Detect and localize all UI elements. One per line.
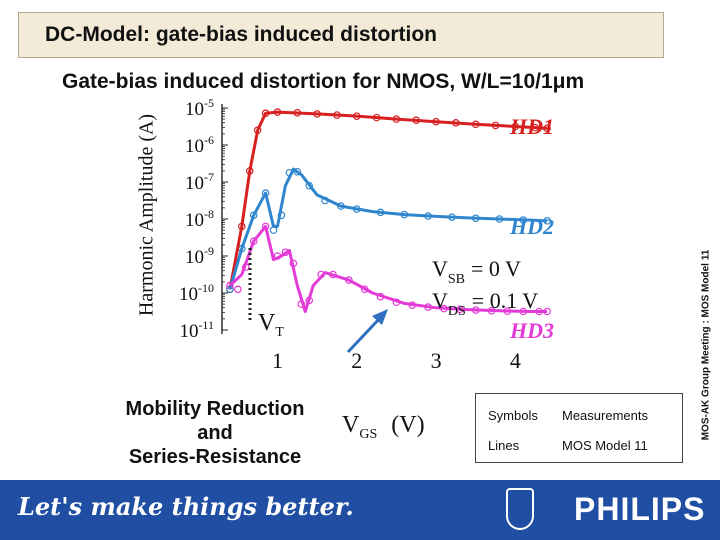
y-tick-label-1: 10-6 <box>185 133 214 157</box>
header-banner: DC-Model: gate-bias induced distortion <box>18 12 664 58</box>
measurement-point-hd2 <box>293 167 302 176</box>
mobility-annotation: Mobility Reduction and Series-Resistance <box>86 397 344 469</box>
legend-lines-label: Lines <box>488 438 520 453</box>
x-tick-label-4: 4 <box>510 348 521 373</box>
legend-row-lines: Lines MOS Model 11 <box>488 438 648 453</box>
series-line-hd3 <box>228 224 548 313</box>
y-tick-label-5: 10-10 <box>179 281 214 305</box>
legend-symbols-label: Symbols <box>488 408 538 423</box>
series-label-hd2: HD2 <box>509 214 554 239</box>
legend-box: Symbols Measurements Lines MOS Model 11 <box>475 393 683 463</box>
y-tick-label-4: 10-9 <box>185 244 214 268</box>
x-tick-label-1: 1 <box>272 348 283 373</box>
mobility-line-3: Series-Resistance <box>128 446 302 468</box>
chart-title: Gate-bias induced distortion for NMOS, W… <box>62 70 585 93</box>
x-axis-unit: (V) <box>391 412 425 438</box>
series-label-hd3: HD3 <box>509 318 554 343</box>
mobility-line-2: and <box>197 422 233 444</box>
legend-row-symbols: Symbols Measurements <box>488 408 648 423</box>
y-tick-label-0: 10-5 <box>185 96 214 120</box>
x-axis-label: VGS (V) <box>342 412 425 443</box>
measurement-point-hd3 <box>234 285 242 294</box>
legend-lines-value: MOS Model 11 <box>562 438 648 453</box>
x-axis-label-sub: GS <box>359 426 378 442</box>
chart-plot: 10-5 10-6 10-7 10-8 10-9 10-10 10-11 1 2 3 4 HD1 HD2… <box>179 96 554 373</box>
x-tick-label-2: 2 <box>351 348 362 373</box>
series-line-hd1 <box>228 110 548 290</box>
series-label-hd1: HD1 <box>509 114 554 139</box>
footer-bar: Let's make things better. PHILIPS <box>0 480 720 540</box>
x-tick-label-3: 3 <box>431 348 442 373</box>
x-axis-label-main: V <box>342 412 360 438</box>
philips-shield-icon <box>506 488 534 530</box>
page-title: DC-Model: gate-bias induced distortion <box>45 23 437 46</box>
y-tick-label-3: 10-8 <box>185 207 214 231</box>
y-tick-label-6: 10-11 <box>179 318 214 342</box>
footer-slogan: Let's make things better. <box>18 492 354 521</box>
mobility-line-1: Mobility Reduction <box>125 398 305 420</box>
series-line-hd2 <box>228 167 548 290</box>
footer-brand: PHILIPS <box>574 491 706 527</box>
arrow-head-icon <box>372 309 388 325</box>
y-tick-label-2: 10-7 <box>185 170 214 194</box>
arrow-line <box>346 316 382 354</box>
vsb-condition: VSB = 0 V <box>432 256 521 287</box>
vt-label: VT <box>258 310 284 340</box>
legend-symbols-value: Measurements <box>562 408 648 423</box>
vds-condition: VDS = 0.1 V <box>432 288 538 319</box>
